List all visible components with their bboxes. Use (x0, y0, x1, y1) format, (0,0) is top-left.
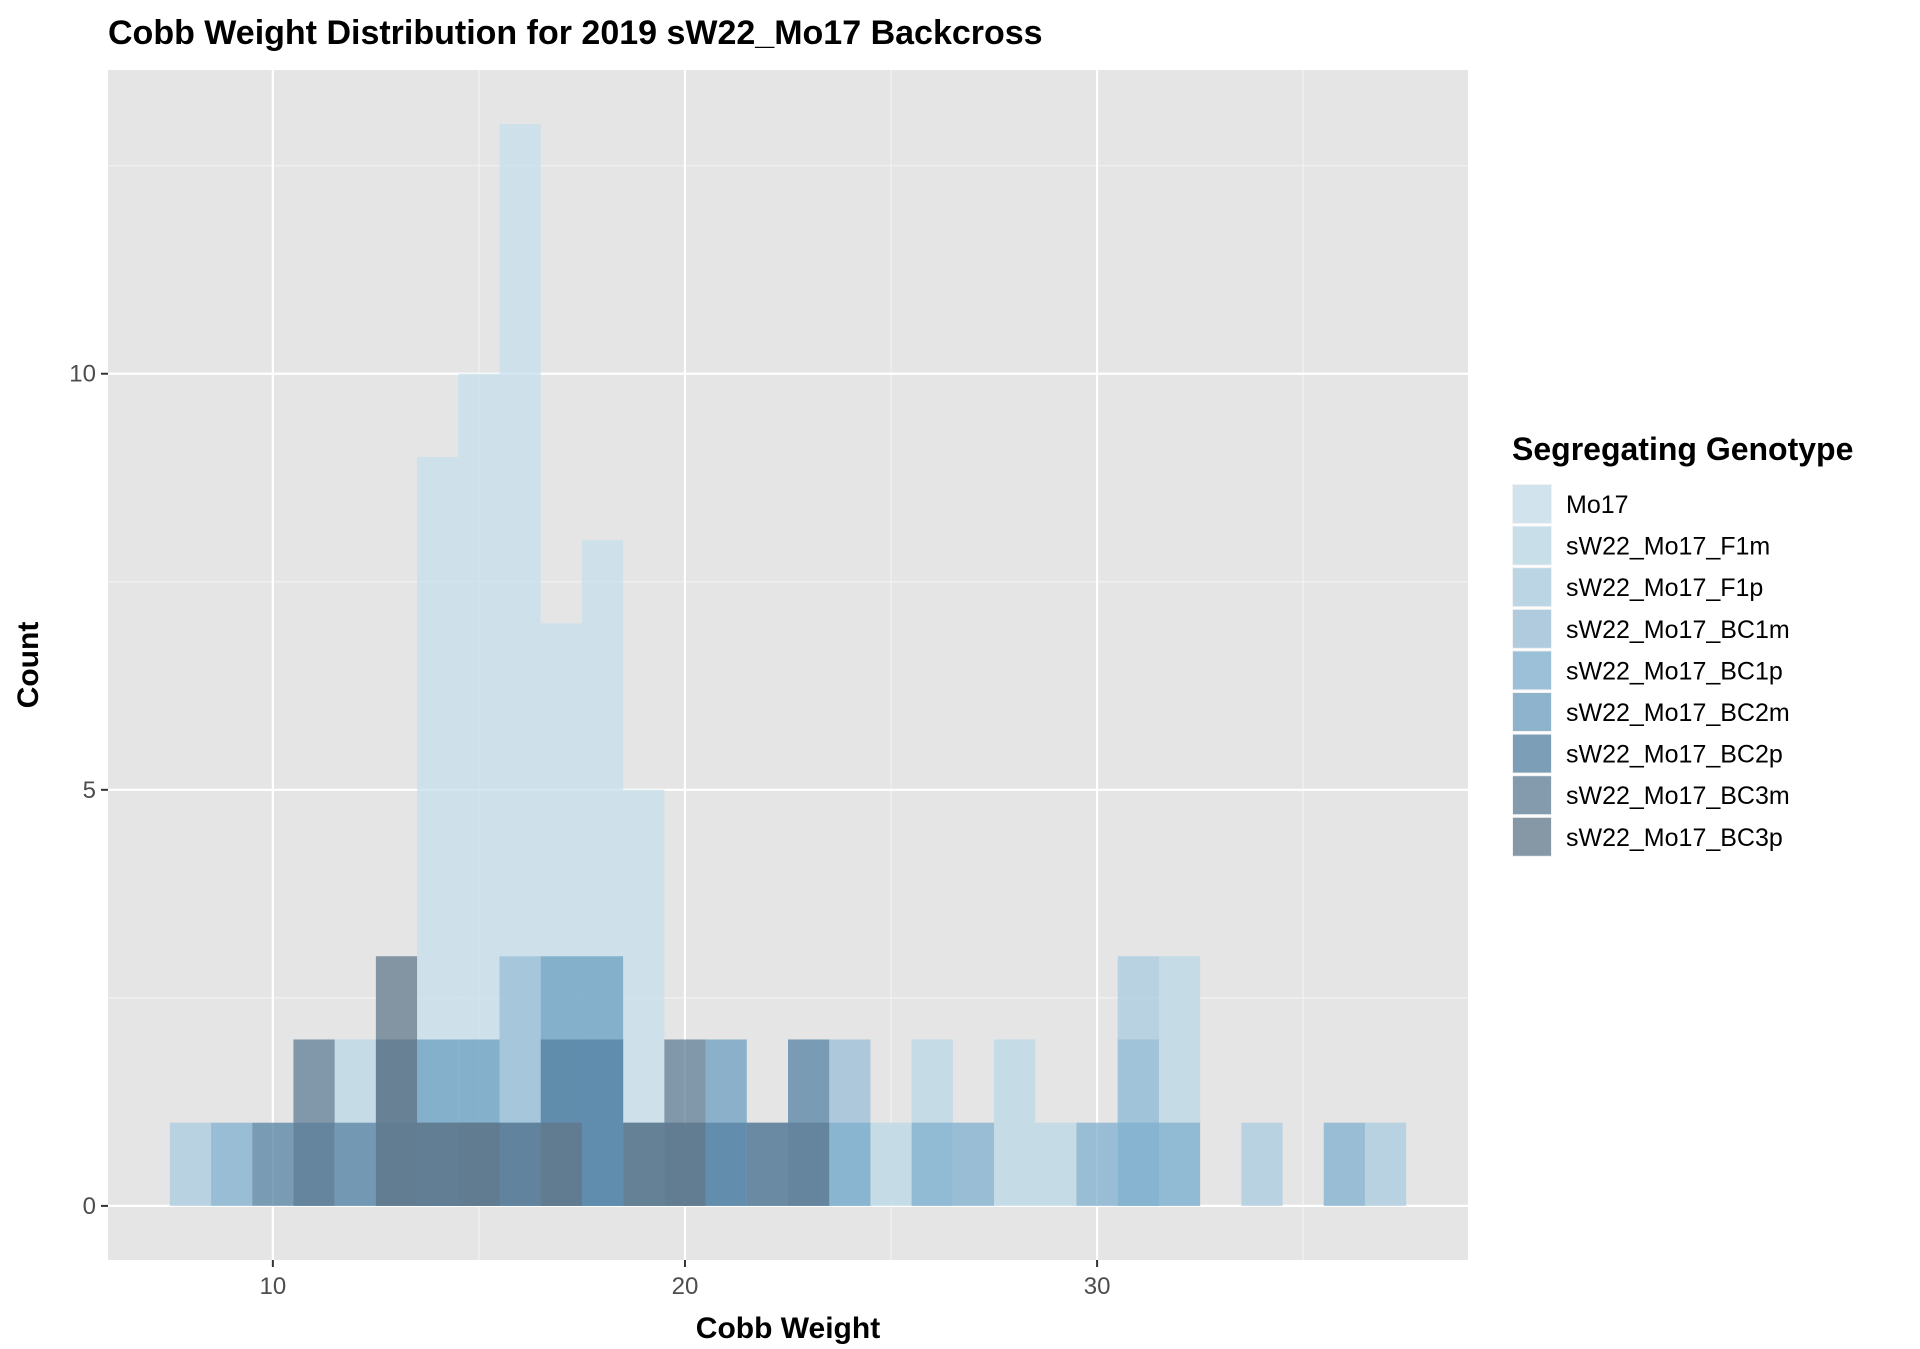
bar (211, 1122, 253, 1206)
grid-minor (108, 70, 1468, 1260)
legend-item: Mo17 (1512, 484, 1629, 524)
x-tick-label: 10 (259, 1273, 286, 1300)
bar (334, 1122, 376, 1206)
bar (169, 1122, 212, 1206)
chart-title: Cobb Weight Distribution for 2019 sW22_M… (108, 14, 1043, 52)
bar (746, 1122, 788, 1206)
x-axis-title: Cobb Weight (696, 1312, 880, 1344)
legend-label: sW22_Mo17_BC3m (1566, 782, 1790, 810)
legend-label: sW22_Mo17_F1p (1566, 574, 1763, 602)
bar (1241, 1122, 1283, 1206)
y-tick-label: 10 (69, 361, 96, 388)
y-tick-label: 0 (83, 1193, 96, 1220)
bar (540, 1122, 582, 1206)
bar (417, 1122, 459, 1206)
bar (1035, 1122, 1077, 1206)
bar (788, 1122, 830, 1206)
legend-swatch (1513, 568, 1551, 607)
bar (870, 1122, 912, 1206)
legend-items: Mo17 sW22_Mo17_F1m sW22_Mo17_F1p sW22_Mo17_… (1512, 484, 1790, 857)
bar (911, 1122, 953, 1206)
bar (1364, 1122, 1407, 1206)
bar (581, 1039, 624, 1206)
bar (829, 1122, 871, 1206)
legend-swatch (1513, 817, 1551, 856)
bar (375, 956, 418, 1206)
bar (994, 1039, 1036, 1206)
legend-item: sW22_Mo17_F1p (1512, 567, 1763, 608)
legend-title: Segregating Genotype (1512, 431, 1853, 467)
bar (458, 1122, 500, 1206)
bar (1117, 1122, 1159, 1206)
legend-swatch (1513, 776, 1551, 815)
legend-label: sW22_Mo17_BC3p (1566, 824, 1783, 852)
legend-label: sW22_Mo17_BC2m (1566, 699, 1790, 727)
legend-item: sW22_Mo17_BC1m (1512, 608, 1790, 649)
legend-swatch (1513, 526, 1551, 565)
bar (499, 1122, 541, 1206)
legend-label: Mo17 (1566, 491, 1629, 519)
y-tick-label: 5 (83, 777, 96, 804)
legend-swatch (1513, 609, 1551, 648)
bar (664, 1122, 706, 1206)
x-tick-label: 20 (672, 1273, 699, 1300)
legend-label: sW22_Mo17_BC1m (1566, 616, 1790, 644)
legend-swatch (1513, 734, 1551, 773)
legend-item: sW22_Mo17_BC3m (1512, 775, 1790, 816)
bar (1076, 1122, 1118, 1206)
series-sW22_Mo17_BC3p (375, 956, 706, 1206)
x-tick-label: 30 (1084, 1273, 1111, 1300)
legend-swatch (1513, 485, 1551, 523)
legend-label: sW22_Mo17_F1m (1566, 533, 1770, 561)
bar (252, 1122, 294, 1206)
legend-item: sW22_Mo17_F1m (1512, 525, 1770, 566)
legend: Segregating Genotype Mo17 sW22_Mo17_F1m sW… (1512, 431, 1853, 857)
series-sW22_Mo17_BC1p (211, 1122, 1365, 1206)
legend-swatch (1513, 651, 1551, 690)
bar (952, 1122, 995, 1206)
legend-item: sW22_Mo17_BC1p (1512, 650, 1783, 691)
bar (1158, 1122, 1201, 1206)
y-axis-ticks: 0 5 10 (69, 361, 108, 1220)
legend-label: sW22_Mo17_BC1p (1566, 657, 1783, 685)
legend-item: sW22_Mo17_BC3p (1512, 816, 1783, 857)
x-axis-ticks: 10 20 30 (259, 1260, 1110, 1300)
bar (1323, 1122, 1365, 1206)
y-axis-title: Count (12, 622, 45, 709)
bar (293, 1039, 335, 1206)
legend-item: sW22_Mo17_BC2p (1512, 733, 1783, 774)
bar (623, 1122, 665, 1206)
legend-label: sW22_Mo17_BC2p (1566, 741, 1783, 769)
legend-swatch (1513, 693, 1551, 731)
bar (705, 1122, 747, 1206)
histogram-bars (169, 124, 1407, 1206)
legend-item: sW22_Mo17_BC2m (1512, 692, 1790, 732)
